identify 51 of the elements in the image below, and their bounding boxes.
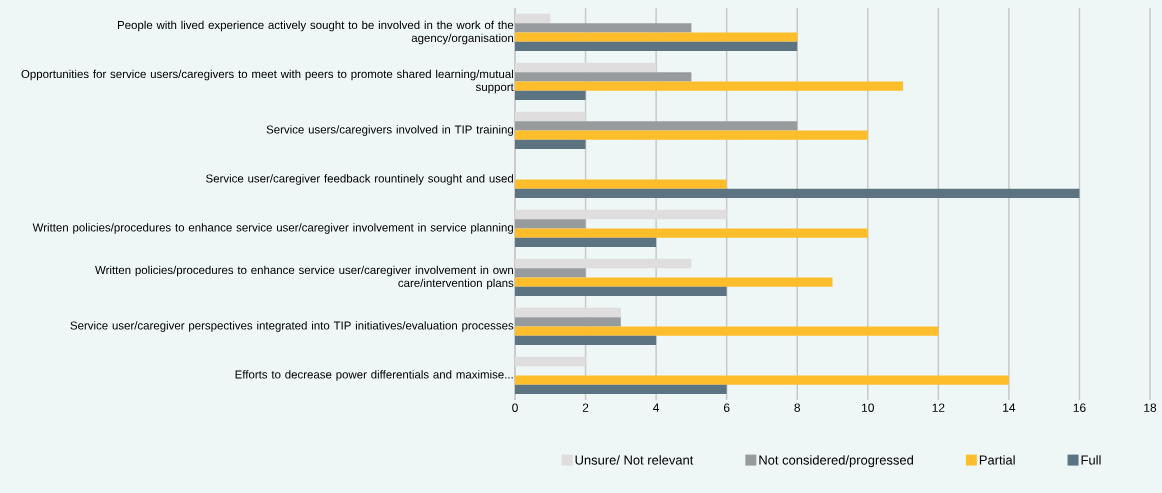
bar	[515, 209, 727, 220]
x-tick-label: 12	[932, 403, 945, 412]
bar	[515, 62, 657, 73]
bar	[515, 90, 586, 101]
x-tick-label: 0	[512, 403, 518, 412]
y-tick-label: Written policies/procedures to enhance service user/caregiver involvement in own care/intervention plans	[95, 265, 514, 290]
x-tick-label: 2	[582, 403, 589, 412]
bar	[515, 326, 939, 336]
x-tick-label: 4	[653, 403, 660, 412]
y-tick-label: Service user/caregiver feedback rountinely sought and used	[206, 174, 513, 185]
y-tick-label: Service user/caregiver perspectives integrated into TIP initiatives/evaluation processes	[70, 321, 514, 332]
y-tick-label: Service users/caregivers involved in TIP training	[266, 125, 514, 136]
bar	[515, 228, 868, 238]
bar	[515, 130, 868, 140]
bar	[515, 32, 798, 42]
x-tick-label: 10	[862, 403, 874, 412]
bar	[515, 81, 904, 91]
x-tick-label: 8	[794, 403, 801, 412]
bar	[515, 375, 1009, 385]
legend-label: Unsure/ Not relevant	[575, 455, 694, 465]
bar	[515, 307, 621, 318]
bar	[515, 13, 551, 24]
bar	[515, 268, 586, 278]
x-tick-label: 18	[1144, 403, 1157, 412]
bar	[515, 258, 692, 269]
bar	[515, 121, 798, 131]
y-tick-label: People with lived experience actively sought to be involved in the work of the agency/organisation	[117, 20, 514, 45]
bar	[515, 237, 657, 248]
x-tick-label: 6	[723, 403, 730, 412]
bar	[515, 317, 621, 327]
y-tick-label: Written policies/procedures to enhance service user/caregiver involvement in service planning	[32, 223, 513, 234]
bar	[515, 384, 727, 395]
bar	[515, 335, 657, 346]
bar	[515, 286, 727, 297]
bar	[515, 72, 692, 82]
bar	[515, 139, 586, 150]
bar	[515, 219, 586, 229]
bar	[515, 111, 586, 122]
bar	[515, 179, 727, 189]
x-tick-label: 14	[1003, 403, 1016, 412]
bar	[515, 277, 833, 287]
legend-label: Not considered/progressed	[759, 455, 913, 468]
legend-label: Full	[1081, 455, 1101, 465]
bar	[515, 41, 798, 52]
y-tick-label: Efforts to decrease power differentials and maximise...	[235, 370, 513, 381]
bar	[515, 356, 586, 367]
bar	[515, 188, 1080, 199]
legend-label: Partial	[979, 455, 1015, 465]
x-tick-label: 16	[1073, 403, 1086, 412]
y-tick-label: Opportunities for service users/caregivers to meet with peers to promote shared learning/mutual support	[21, 69, 514, 94]
bar	[515, 23, 692, 33]
